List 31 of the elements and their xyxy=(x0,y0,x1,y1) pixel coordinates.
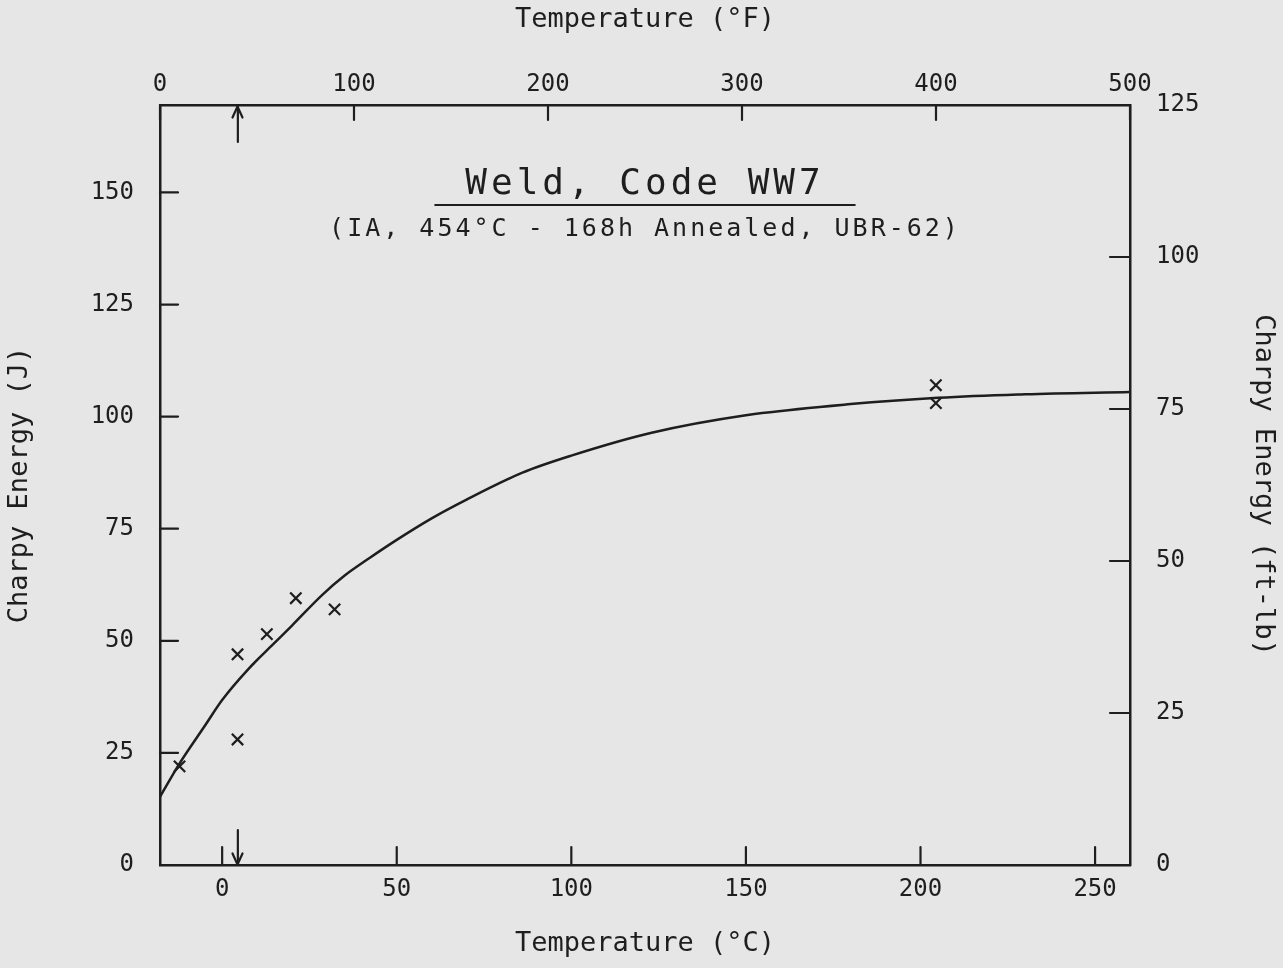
y-tick-label: 125 xyxy=(90,288,134,317)
x-tick-label: 250 xyxy=(1073,873,1117,902)
x2-axis-title: Temperature (°F) xyxy=(514,2,776,34)
y2-tick-label: 75 xyxy=(1156,393,1185,422)
y-tick-label: 50 xyxy=(105,625,134,654)
x2-tick-label: 100 xyxy=(332,68,376,97)
y-tick-label: 75 xyxy=(105,512,134,541)
x-tick-label: 0 xyxy=(214,873,230,902)
x-tick-label: 100 xyxy=(549,873,593,902)
y2-axis-title: Charpy Energy (ft-lb) xyxy=(1249,314,1281,656)
text: (IA, 454°C - 168h Annealed, UBR-62) xyxy=(329,212,961,242)
x2-tick-label: 0 xyxy=(152,68,168,97)
text: Weld, Code WW7 xyxy=(465,161,825,203)
x2-tick-label: 300 xyxy=(720,68,764,97)
y2-tick-label: 0 xyxy=(1156,849,1171,878)
y-tick-label: 25 xyxy=(105,737,134,766)
y2-tick-label: 50 xyxy=(1156,545,1185,574)
y-tick-label: 100 xyxy=(90,400,134,429)
x2-tick-label: 500 xyxy=(1108,68,1152,97)
y-tick-label: 150 xyxy=(90,176,134,205)
x2-tick-label: 400 xyxy=(914,68,958,97)
x2-tick-label: 200 xyxy=(526,68,570,97)
x-tick-label: 150 xyxy=(724,873,768,902)
y-axis-title: Charpy Energy (J) xyxy=(2,346,34,624)
y2-tick-label: 125 xyxy=(1156,89,1200,118)
x-tick-label: 50 xyxy=(382,873,412,902)
y2-tick-label: 25 xyxy=(1156,697,1185,726)
y2-tick-label: 100 xyxy=(1156,241,1200,270)
y-tick-label: 0 xyxy=(119,849,134,878)
x-tick-label: 200 xyxy=(898,873,943,902)
x-axis-title: Temperature (°C) xyxy=(514,925,776,957)
